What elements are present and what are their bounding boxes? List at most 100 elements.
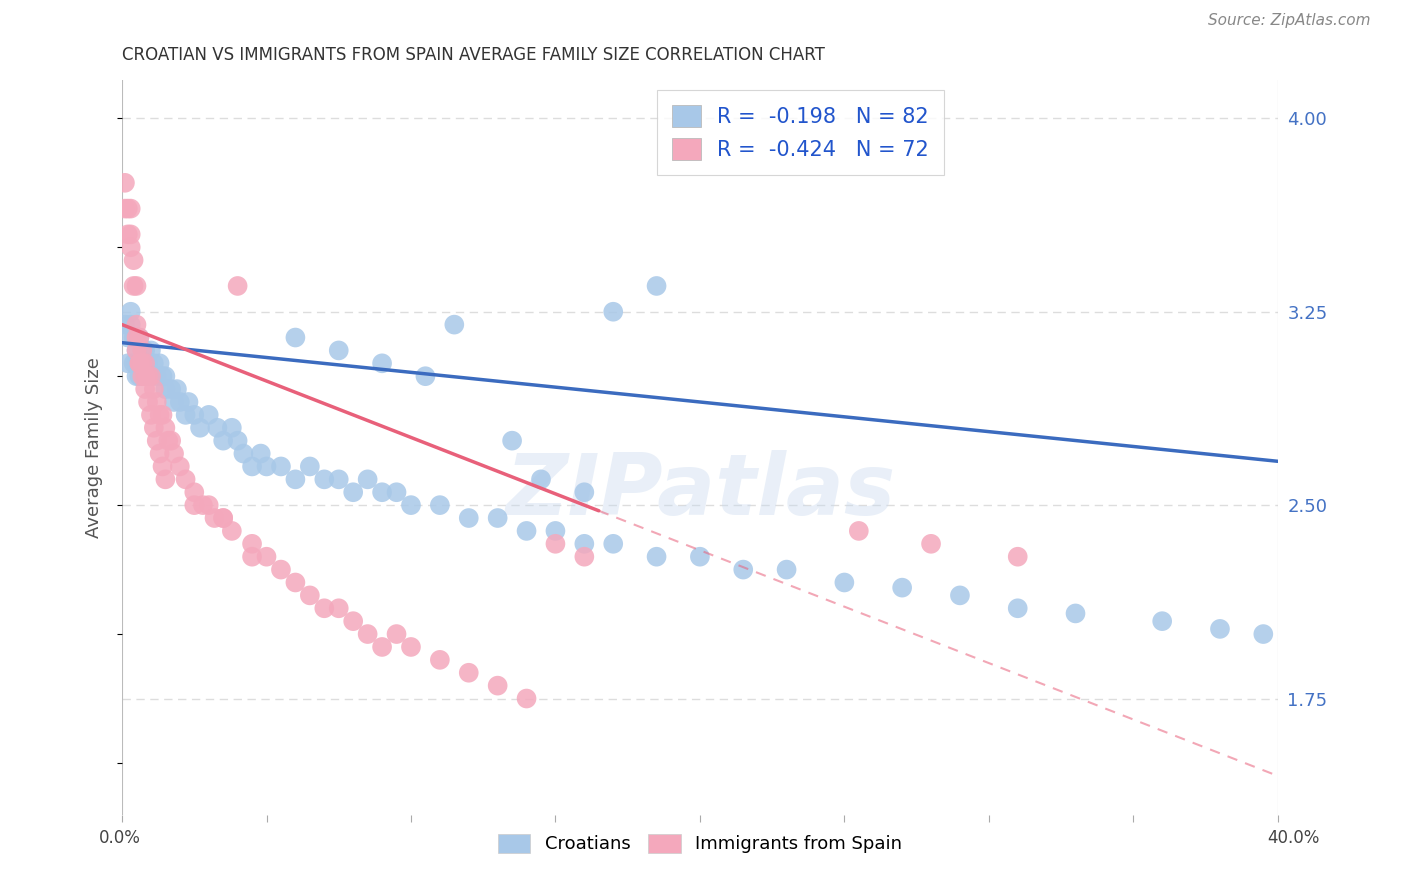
Point: [183, 485, 205, 500]
Text: ZIPatlas: ZIPatlas: [505, 450, 896, 533]
Point: [142, 421, 165, 435]
Point: [221, 421, 243, 435]
Point: [131, 343, 153, 358]
Point: [226, 434, 249, 448]
Point: [125, 343, 148, 358]
Point: [128, 356, 150, 370]
Point: [120, 202, 142, 216]
Point: [342, 614, 364, 628]
Point: [342, 485, 364, 500]
Point: [399, 498, 422, 512]
Point: [125, 279, 148, 293]
Point: [139, 369, 162, 384]
Point: [136, 356, 159, 370]
Point: [169, 395, 191, 409]
Point: [298, 459, 321, 474]
Point: [145, 434, 167, 448]
Point: [169, 459, 191, 474]
Point: [920, 537, 942, 551]
Point: [486, 679, 509, 693]
Point: [385, 485, 408, 500]
Point: [149, 446, 172, 460]
Point: [544, 537, 567, 551]
Point: [136, 395, 159, 409]
Point: [226, 279, 249, 293]
Point: [602, 537, 624, 551]
Point: [356, 472, 378, 486]
Point: [270, 459, 292, 474]
Point: [166, 382, 188, 396]
Point: [152, 408, 174, 422]
Point: [163, 395, 186, 409]
Point: [314, 601, 336, 615]
Point: [125, 343, 148, 358]
Point: [142, 382, 165, 396]
Point: [848, 524, 870, 538]
Point: [120, 227, 142, 242]
Point: [1007, 549, 1029, 564]
Point: [155, 421, 177, 435]
Point: [155, 472, 177, 486]
Point: [117, 227, 139, 242]
Point: [125, 356, 148, 370]
Point: [221, 524, 243, 538]
Point: [457, 665, 479, 680]
Point: [516, 691, 538, 706]
Y-axis label: Average Family Size: Average Family Size: [86, 357, 103, 538]
Point: [120, 318, 142, 332]
Point: [544, 524, 567, 538]
Point: [314, 472, 336, 486]
Point: [163, 446, 186, 460]
Point: [530, 472, 553, 486]
Point: [834, 575, 856, 590]
Point: [122, 253, 145, 268]
Point: [134, 343, 156, 358]
Point: [240, 459, 263, 474]
Point: [131, 369, 153, 384]
Point: [371, 356, 394, 370]
Point: [131, 356, 153, 370]
Point: [114, 318, 136, 332]
Point: [149, 408, 172, 422]
Point: [183, 408, 205, 422]
Point: [134, 356, 156, 370]
Point: [429, 498, 451, 512]
Point: [128, 356, 150, 370]
Point: [197, 498, 219, 512]
Point: [775, 563, 797, 577]
Point: [125, 318, 148, 332]
Point: [125, 330, 148, 344]
Point: [328, 343, 350, 358]
Point: [1152, 614, 1174, 628]
Point: [645, 549, 668, 564]
Point: [385, 627, 408, 641]
Point: [152, 459, 174, 474]
Point: [152, 369, 174, 384]
Point: [212, 511, 235, 525]
Point: [298, 588, 321, 602]
Point: [574, 549, 596, 564]
Point: [602, 304, 624, 318]
Point: [134, 369, 156, 384]
Point: [122, 330, 145, 344]
Point: [689, 549, 711, 564]
Point: [139, 369, 162, 384]
Point: [457, 511, 479, 525]
Point: [117, 356, 139, 370]
Point: [371, 485, 394, 500]
Point: [117, 202, 139, 216]
Point: [240, 549, 263, 564]
Point: [240, 537, 263, 551]
Point: [131, 356, 153, 370]
Point: [949, 588, 972, 602]
Point: [128, 330, 150, 344]
Point: [284, 575, 307, 590]
Point: [249, 446, 271, 460]
Point: [1253, 627, 1275, 641]
Point: [574, 485, 596, 500]
Point: [1007, 601, 1029, 615]
Point: [191, 498, 214, 512]
Point: [443, 318, 465, 332]
Point: [145, 369, 167, 384]
Text: CROATIAN VS IMMIGRANTS FROM SPAIN AVERAGE FAMILY SIZE CORRELATION CHART: CROATIAN VS IMMIGRANTS FROM SPAIN AVERAG…: [122, 46, 825, 64]
